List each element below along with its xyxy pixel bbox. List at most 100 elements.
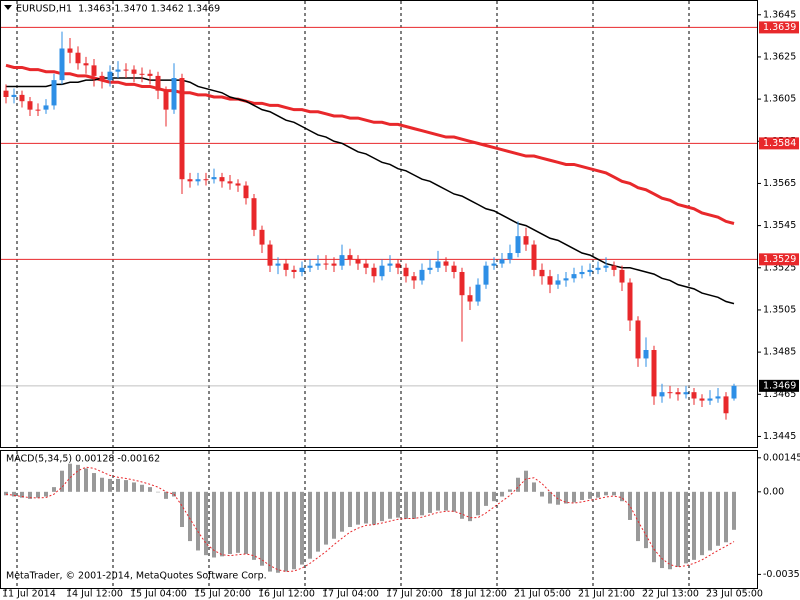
candle-body (43, 105, 49, 110)
histogram-bar (364, 491, 368, 524)
horizontal-line-label: 1.3584 (763, 138, 796, 149)
candle-body (371, 267, 377, 277)
histogram-bar (380, 491, 384, 522)
candle-body (579, 271, 585, 275)
histogram-bar (84, 468, 88, 492)
y-tick-label: 1.3565 (763, 178, 796, 189)
histogram-bar (428, 491, 432, 513)
x-tick-label: 21 Jul 21:00 (578, 589, 635, 600)
histogram-bar (172, 491, 176, 497)
candle-body (315, 263, 321, 266)
candle-body (499, 259, 505, 264)
candle-body (587, 269, 593, 272)
histogram-bar (452, 491, 456, 512)
candle-body (619, 269, 625, 283)
histogram-bar (356, 491, 360, 525)
candle-body (323, 263, 329, 265)
candle-body (523, 236, 529, 245)
histogram-bar (676, 491, 680, 567)
candle-body (611, 265, 617, 270)
histogram-bar (708, 491, 712, 551)
histogram-bar (228, 491, 232, 554)
histogram-bar (332, 491, 336, 539)
y-tick-label: 1.3545 (763, 220, 796, 231)
histogram-bar (276, 491, 280, 573)
histogram-bar (716, 491, 720, 546)
candle-body (659, 392, 665, 397)
histogram-bar (140, 484, 144, 492)
histogram-bar (340, 491, 344, 532)
candle-body (131, 69, 137, 74)
histogram-bar (252, 491, 256, 560)
histogram-bar (68, 463, 72, 492)
last-price-label: 1.3469 (763, 380, 796, 391)
candle-body (51, 80, 57, 106)
last-price-label-bg (759, 379, 799, 392)
histogram-bar (36, 491, 40, 498)
x-tick-label: 15 Jul 04:00 (130, 589, 187, 600)
candle-body (19, 94, 25, 102)
candle-body (211, 177, 217, 180)
histogram-bar (420, 491, 424, 516)
y-tick-label: 1.3445 (763, 431, 796, 442)
candle-body (91, 65, 97, 76)
candle-body (267, 244, 273, 266)
candle-body (147, 73, 153, 76)
x-tick-label: 18 Jul 12:00 (450, 589, 507, 600)
signal-line (5, 466, 735, 573)
histogram-bar (212, 491, 216, 558)
candle-body (483, 265, 489, 285)
y-tick-label: 0.00145 (763, 452, 800, 463)
histogram-bar (12, 491, 16, 497)
histogram-bar (372, 491, 376, 525)
y-tick-label: 1.3505 (763, 304, 796, 315)
histogram-bar (652, 491, 656, 563)
candle-body (467, 295, 473, 302)
histogram-bar (412, 491, 416, 519)
y-tick-label: 1.3605 (763, 94, 796, 105)
period-separators (16, 1, 690, 588)
candle-body (491, 263, 497, 266)
candle-body (515, 236, 521, 254)
histogram-bar (292, 491, 296, 570)
candle-body (363, 263, 369, 268)
candle-body (243, 185, 249, 199)
horizontal-line-label-bg (759, 137, 799, 150)
histogram-bar (28, 491, 32, 499)
candle-body (715, 396, 721, 399)
candle-body (331, 263, 337, 266)
histogram-bar (508, 489, 512, 492)
histogram-bar (324, 491, 328, 545)
histogram-bar (700, 491, 704, 556)
horizontal-line-label: 1.3529 (763, 254, 796, 265)
candle-body (187, 179, 193, 182)
candle-body (355, 259, 361, 264)
macd-title: MACD(5,34,5) 0.00128 -0.00162 (6, 454, 160, 465)
horizontal-line-label: 1.3639 (763, 22, 796, 33)
candle-body (603, 265, 609, 268)
moving-average-line (6, 77, 735, 305)
moving-average-line (5, 63, 735, 225)
main-frame (0, 0, 758, 448)
menu-arrow[interactable] (4, 5, 12, 10)
x-tick-label: 17 Jul 04:00 (322, 589, 379, 600)
candle-body (723, 396, 729, 414)
histogram-bar (204, 491, 208, 556)
candle-body (299, 267, 305, 272)
histogram-bar (196, 491, 200, 551)
candle-body (691, 392, 697, 399)
histogram-bar (188, 491, 192, 542)
histogram-bar (588, 491, 592, 499)
candle-body (235, 183, 241, 186)
candle-body (307, 265, 313, 268)
histogram-bar (532, 482, 536, 492)
candle-body (531, 244, 537, 270)
candle-body (171, 78, 177, 110)
candle-body (539, 269, 545, 277)
candle-body (643, 350, 649, 359)
copyright: MetaTrader, © 2001-2014, MetaQuotes Soft… (6, 571, 267, 582)
candle-body (387, 263, 393, 266)
candle-body (395, 263, 401, 268)
